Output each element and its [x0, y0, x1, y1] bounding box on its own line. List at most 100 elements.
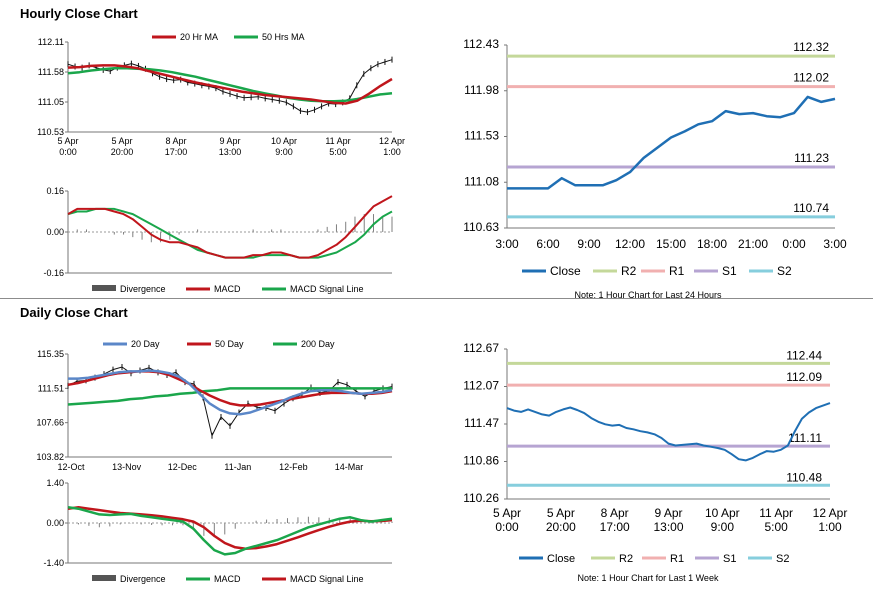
- hourly-24h-y-tick-label: 111.53: [464, 129, 499, 143]
- daily-price-y-tick-label: 107.66: [36, 418, 64, 428]
- daily-legend-ma200-label: 200 Day: [301, 339, 335, 349]
- hourly-ma50-line: [67, 66, 393, 103]
- hourly-24h-x-tick-label: 18:00: [697, 237, 727, 251]
- daily-week-x-tick-label: 12 Apr: [813, 506, 848, 520]
- hourly-price-x-tick-label: 11 Apr: [325, 136, 350, 146]
- daily-legend-ma50-label: 50 Day: [215, 339, 244, 349]
- daily-week-x-tick-label: 5 Apr: [547, 506, 575, 520]
- hourly-legend-ma50-label: 50 Hrs MA: [262, 32, 305, 42]
- hourly-24h-x-tick-label: 3:00: [823, 237, 847, 251]
- hourly-price-x-tick-label: 10 Apr: [271, 136, 297, 146]
- daily-price-y-tick-label: 103.82: [36, 452, 64, 462]
- hourly-24h-level-label-s1: 111.23: [794, 151, 829, 165]
- hourly-price-x-tick-label: 5 Apr: [111, 136, 132, 146]
- hourly-price-y-tick-label: 112.11: [38, 37, 64, 47]
- hourly-24h-x-tick-label: 15:00: [656, 237, 686, 251]
- hourly-24h-legend-s1-label: S1: [722, 264, 737, 278]
- hourly-legend-divergence-label: Divergence: [120, 284, 166, 294]
- hourly-24h-x-tick-label: 12:00: [615, 237, 645, 251]
- daily-week-legend-r2-label: R2: [619, 553, 633, 565]
- daily-macd-y-tick-label: 1.40: [46, 478, 64, 488]
- daily-macd-y-tick-label: 0.00: [46, 518, 64, 528]
- daily-week-x-tick-label: 5:00: [764, 520, 788, 534]
- daily-week-x-tick-label: 9 Apr: [654, 506, 682, 520]
- hourly-legend-macd-label: MACD: [214, 284, 241, 294]
- hourly-legend-divergence-swatch: [92, 285, 116, 291]
- daily-week-y-tick-label: 112.67: [463, 341, 499, 355]
- hourly-macd-y-tick-label: -0.16: [43, 268, 64, 278]
- daily-price-x-tick-label: 11-Jan: [224, 462, 251, 472]
- daily-week-legend-r1-label: R1: [670, 553, 684, 565]
- hourly-price-x-tick-label: 20:00: [111, 147, 134, 157]
- daily-week-x-tick-label: 20:00: [546, 520, 576, 534]
- hourly-24h-note: Note: 1 Hour Chart for Last 24 Hours: [574, 290, 722, 300]
- daily-week-x-tick-label: 0:00: [495, 520, 519, 534]
- hourly-24h-y-tick-label: 111.08: [464, 174, 499, 188]
- hourly-24h-legend-r1-label: R1: [669, 264, 685, 278]
- daily-price-x-tick-label: 14-Mar: [335, 462, 364, 472]
- hourly-price-x-tick-label: 17:00: [165, 147, 188, 157]
- daily-legend-macd-label: MACD: [214, 574, 241, 584]
- daily-week-close-line: [506, 402, 831, 462]
- hourly-macd-line: [67, 195, 393, 259]
- hourly-price-x-tick-label: 8 Apr: [165, 136, 186, 146]
- daily-ma20-line: [68, 369, 393, 416]
- daily-price-y-tick-label: 111.51: [38, 383, 64, 393]
- daily-week-legend-s1-label: S1: [723, 553, 736, 565]
- daily-week-x-tick-label: 8 Apr: [601, 506, 629, 520]
- hourly-legend-signal-label: MACD Signal Line: [290, 284, 364, 294]
- hourly-macd-y-tick-label: 0.00: [46, 227, 64, 237]
- daily-price-x-tick-label: 12-Dec: [168, 462, 198, 472]
- hourly-24h-close-line: [507, 95, 836, 190]
- daily-macd-y-tick-label: -1.40: [43, 558, 64, 568]
- hourly-24h-x-tick-label: 0:00: [782, 237, 806, 251]
- hourly-24h-y-tick-label: 111.98: [464, 83, 499, 97]
- daily-week-x-tick-label: 17:00: [600, 520, 630, 534]
- hourly-24h-x-tick-label: 3:00: [495, 237, 519, 251]
- hourly-price-x-tick-label: 0:00: [59, 147, 77, 157]
- daily-legend-divergence-label: Divergence: [120, 574, 166, 584]
- daily-week-x-tick-label: 11 Apr: [759, 506, 793, 520]
- daily-legend-divergence-swatch: [92, 575, 116, 581]
- daily-section-title: Daily Close Chart: [20, 305, 128, 320]
- hourly-price-y-tick-label: 111.58: [38, 67, 64, 77]
- daily-week-y-tick-label: 110.86: [463, 454, 499, 468]
- hourly-24h-legend-r2-label: R2: [621, 264, 637, 278]
- hourly-price-y-tick-label: 111.05: [38, 97, 64, 107]
- hourly-24h-legend-close-label: Close: [550, 264, 581, 278]
- daily-week-level-label-s2: 110.48: [786, 470, 822, 484]
- daily-week-x-tick-label: 5 Apr: [493, 506, 521, 520]
- daily-week-legend-close-label: Close: [547, 553, 575, 565]
- daily-macd-line: [67, 506, 393, 556]
- hourly-24h-legend-s2-label: S2: [777, 264, 792, 278]
- hourly-24h-y-tick-label: 112.43: [463, 37, 499, 51]
- hourly-24h-x-tick-label: 21:00: [738, 237, 768, 251]
- daily-week-y-tick-label: 110.26: [463, 491, 499, 505]
- hourly-price-x-tick-label: 12 Apr: [379, 136, 405, 146]
- daily-week-y-tick-label: 112.07: [463, 379, 499, 393]
- hourly-price-x-tick-label: 9 Apr: [219, 136, 240, 146]
- hourly-24h-level-label-r2: 112.32: [793, 40, 829, 54]
- hourly-price-x-tick-label: 5:00: [329, 147, 347, 157]
- daily-price-y-tick-label: 115.35: [37, 349, 64, 359]
- daily-legend-ma20-label: 20 Day: [131, 339, 160, 349]
- hourly-price-x-tick-label: 1:00: [383, 147, 401, 157]
- hourly-price-y-tick-label: 110.53: [37, 127, 64, 137]
- daily-week-legend-s2-label: S2: [776, 553, 789, 565]
- hourly-price-x-tick-label: 5 Apr: [57, 136, 78, 146]
- hourly-section-title: Hourly Close Chart: [20, 6, 138, 21]
- hourly-price-x-tick-label: 9:00: [275, 147, 293, 157]
- daily-week-x-tick-label: 9:00: [711, 520, 735, 534]
- hourly-legend-ma20-label: 20 Hr MA: [180, 32, 218, 42]
- daily-week-note: Note: 1 Hour Chart for Last 1 Week: [578, 573, 719, 583]
- hourly-24h-level-label-s2: 110.74: [793, 201, 829, 215]
- hourly-24h-level-label-r1: 112.02: [793, 71, 829, 85]
- daily-week-level-label-s1: 111.11: [788, 431, 822, 445]
- hourly-macd-y-tick-label: 0.16: [46, 186, 64, 196]
- daily-ma200-line: [67, 387, 392, 406]
- hourly-24h-y-tick-label: 110.63: [463, 220, 499, 234]
- hourly-ma20-line: [67, 64, 393, 105]
- daily-price-x-tick-label: 13-Nov: [112, 462, 142, 472]
- hourly-24h-x-tick-label: 6:00: [536, 237, 560, 251]
